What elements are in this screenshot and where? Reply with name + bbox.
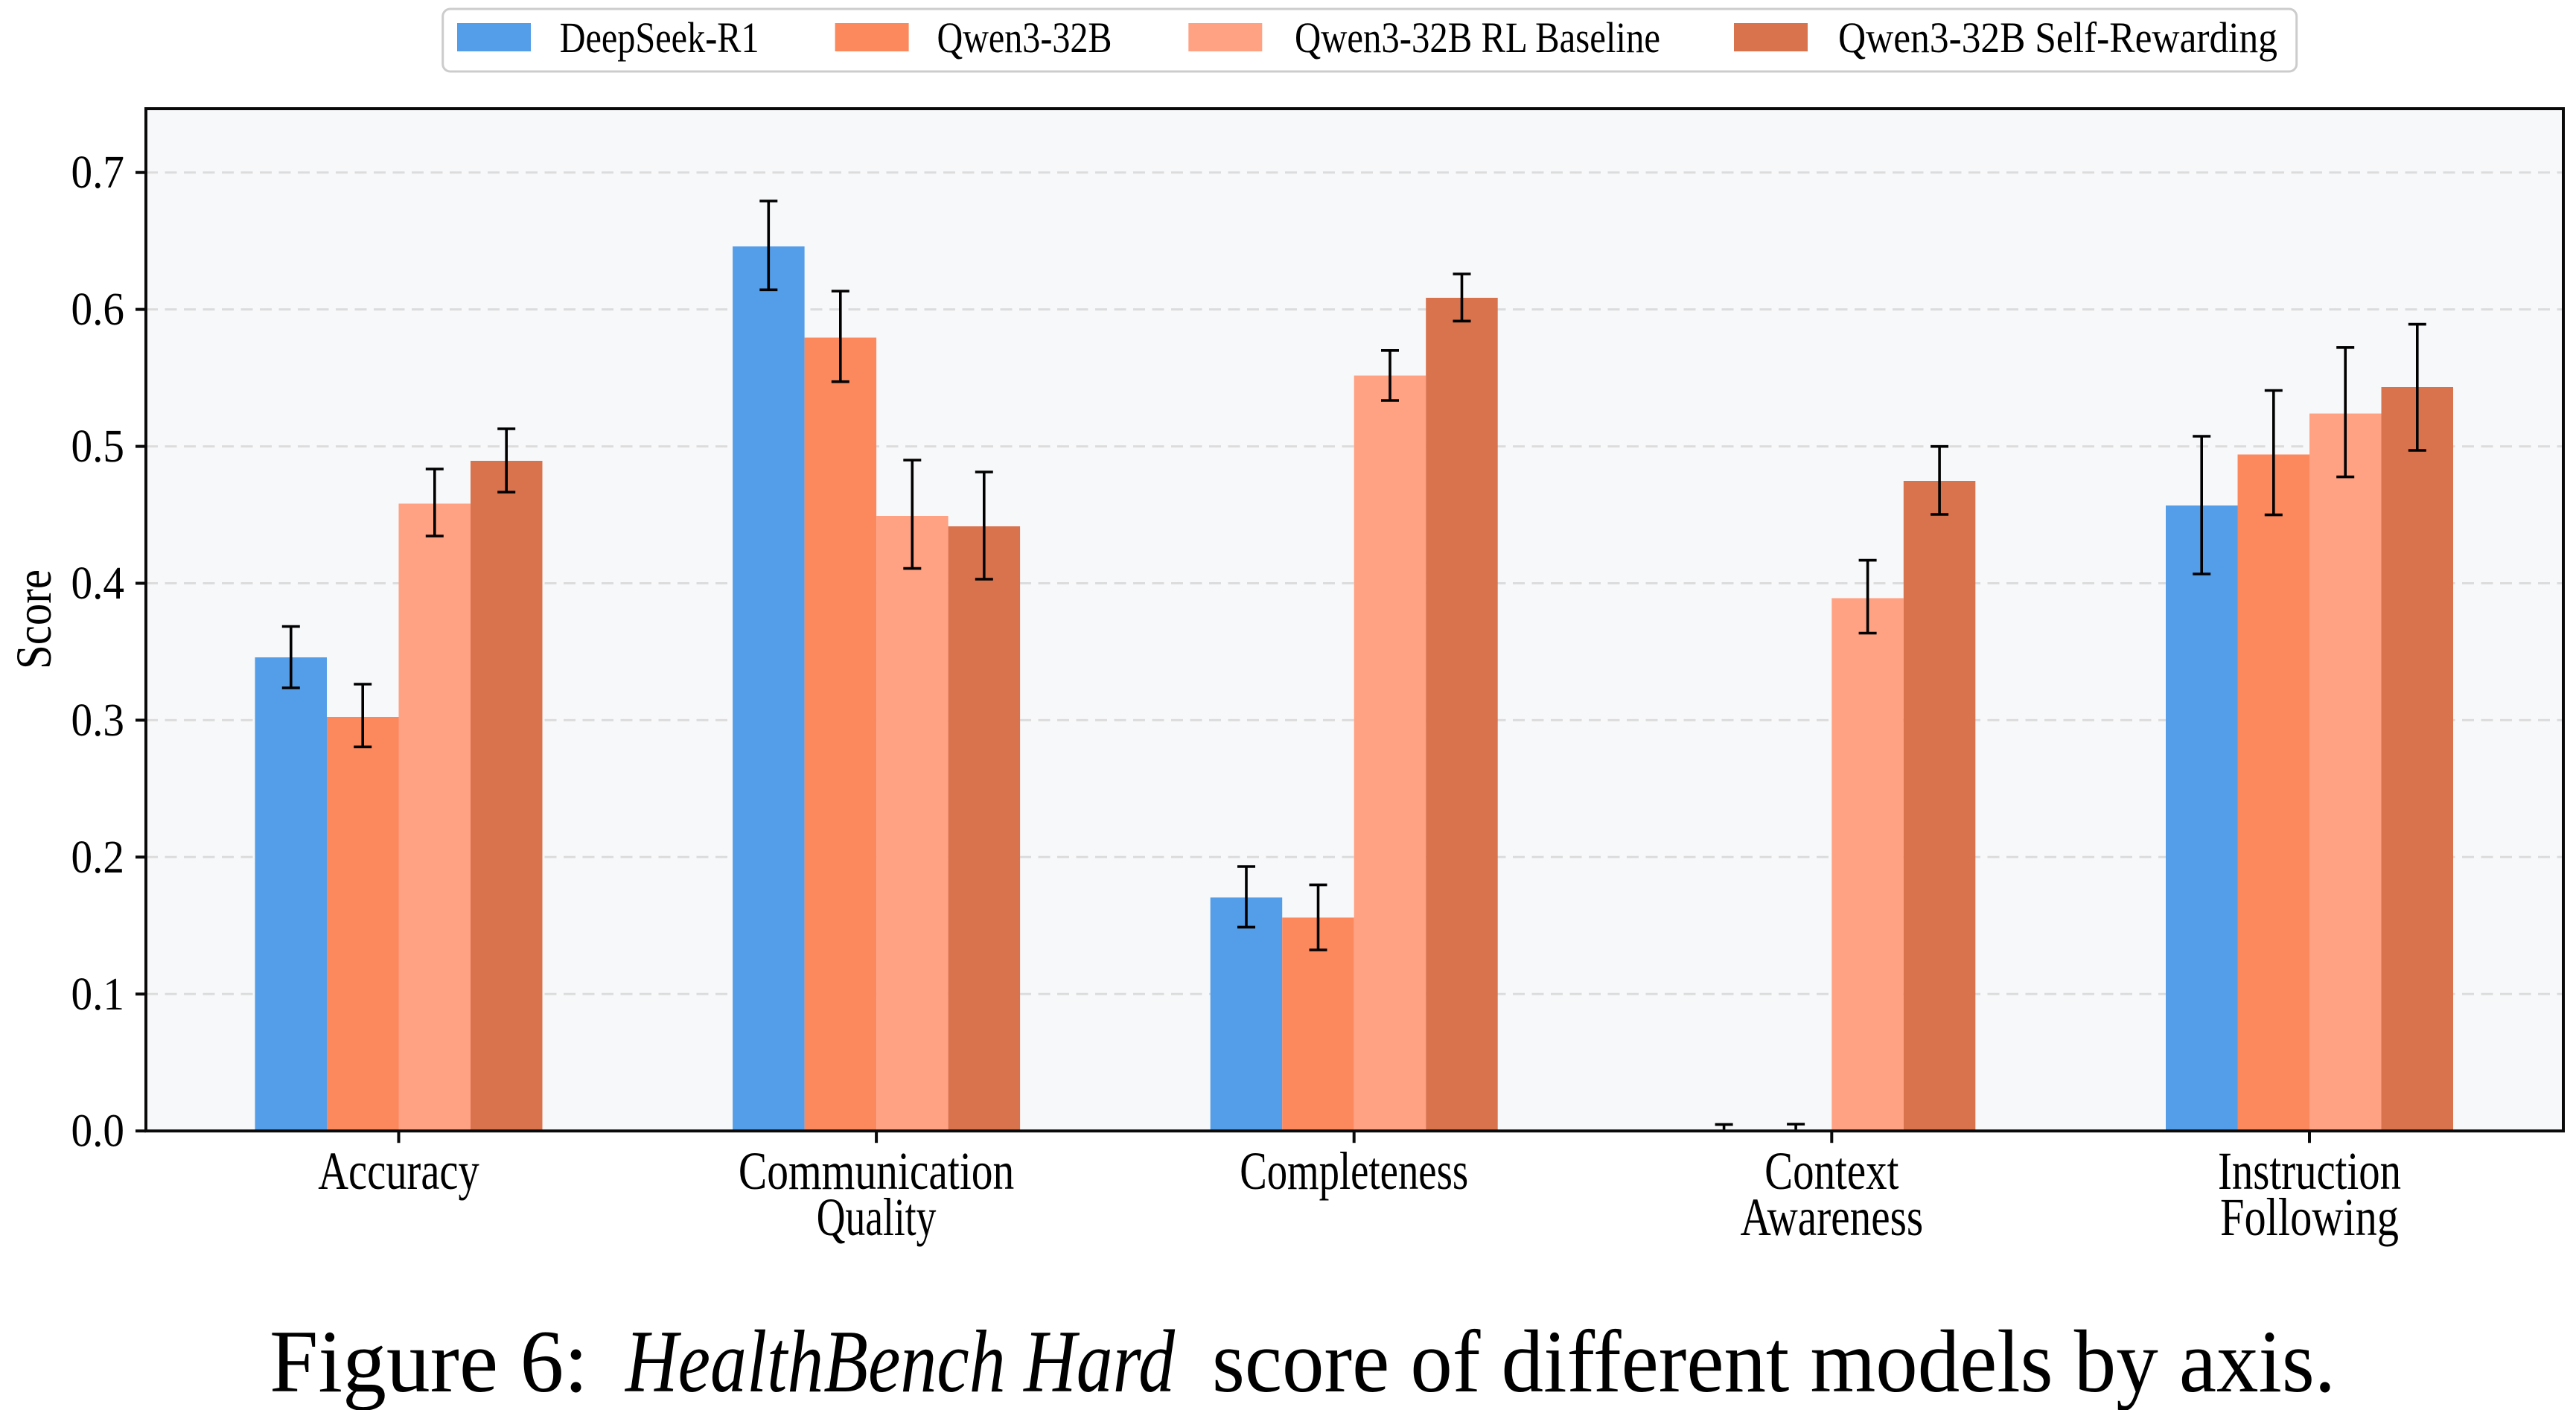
svg-text:0.0: 0.0 <box>71 1106 125 1157</box>
svg-text:0.4: 0.4 <box>71 558 125 609</box>
svg-text:Following: Following <box>2220 1187 2399 1247</box>
svg-text:0.1: 0.1 <box>71 969 125 1020</box>
svg-text:Awareness: Awareness <box>1740 1187 1923 1247</box>
svg-text:HealthBench Hard: HealthBench Hard <box>624 1312 1175 1410</box>
svg-text:Score: Score <box>5 570 62 669</box>
svg-text:Quality: Quality <box>817 1187 937 1247</box>
svg-text:Accuracy: Accuracy <box>318 1141 479 1201</box>
svg-text:0.6: 0.6 <box>71 284 125 335</box>
svg-text:Context: Context <box>1764 1141 1898 1201</box>
svg-text:0.7: 0.7 <box>71 147 125 198</box>
svg-text:Qwen3-32B Self-Rewarding: Qwen3-32B Self-Rewarding <box>1838 13 2277 62</box>
svg-text:Figure 6:: Figure 6: <box>270 1312 588 1410</box>
svg-text:DeepSeek-R1: DeepSeek-R1 <box>560 13 759 62</box>
svg-text:0.2: 0.2 <box>71 832 125 883</box>
svg-text:Qwen3-32B RL Baseline: Qwen3-32B RL Baseline <box>1295 13 1660 62</box>
svg-text:Communication: Communication <box>739 1141 1014 1201</box>
svg-text:Instruction: Instruction <box>2218 1141 2401 1201</box>
svg-text:0.3: 0.3 <box>71 695 125 746</box>
svg-text:Qwen3-32B: Qwen3-32B <box>937 13 1112 62</box>
svg-text:score of different models by a: score of different models by axis. <box>1212 1312 2336 1410</box>
svg-text:Completeness: Completeness <box>1240 1141 1468 1201</box>
svg-text:0.5: 0.5 <box>71 421 125 472</box>
